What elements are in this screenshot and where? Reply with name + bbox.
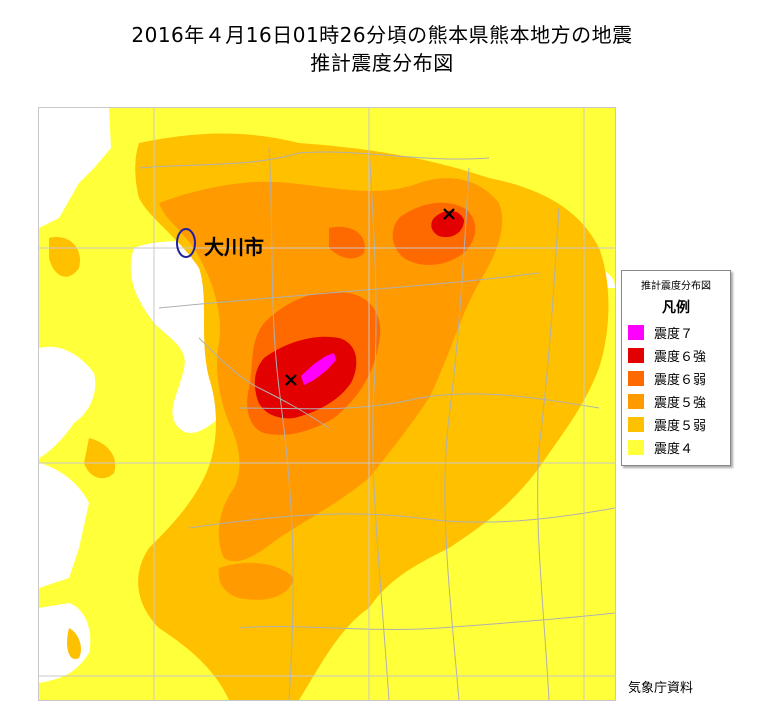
sea-southwest <box>39 603 91 683</box>
legend-item-label: 震度７ <box>654 327 694 342</box>
map-title-line2: 推計震度分布図 <box>310 51 454 75</box>
seismic-intensity-map <box>38 107 616 701</box>
legend-swatch <box>628 394 644 409</box>
okawa-city-label: 大川市 <box>204 235 264 259</box>
sea-west <box>39 346 96 458</box>
legend-item: 震度５弱 <box>628 413 730 436</box>
legend-swatch <box>628 371 644 386</box>
source-credit: 気象庁資料 <box>628 681 694 696</box>
epicenter-cross-kumamoto <box>285 374 297 386</box>
legend-item-label: 震度５弱 <box>654 419 707 434</box>
legend-title: 推計震度分布図 <box>641 281 711 292</box>
grid-lines <box>39 108 615 700</box>
legend-swatch <box>628 348 644 363</box>
legend-swatch <box>628 325 644 340</box>
legend-item-label: 震度６弱 <box>654 373 707 388</box>
sea-amakusa <box>39 463 89 588</box>
okawa-city-ellipse <box>176 228 196 258</box>
legend-item-label: 震度４ <box>654 442 694 457</box>
sea-northwest <box>39 108 111 228</box>
intensity-7-area <box>301 353 336 385</box>
map-title-line1: 2016年４月16日01時26分頃の熊本県熊本地方の地震 <box>131 23 633 47</box>
legend-list: 震度７ 震度６強 震度６弱 震度５強 震度５弱 震度４ <box>628 321 730 459</box>
legend-item: 震度６弱 <box>628 367 730 390</box>
legend-item: 震度４ <box>628 436 730 459</box>
epicenter-cross-aso <box>443 208 455 220</box>
legend-swatch <box>628 440 644 455</box>
legend-swatch <box>628 417 644 432</box>
legend-item: 震度６強 <box>628 344 730 367</box>
map-canvas <box>39 108 615 700</box>
legend-item-label: 震度５強 <box>654 396 707 411</box>
legend-item: 震度５強 <box>628 390 730 413</box>
municipal-boundaries <box>138 147 615 700</box>
legend-heading: 凡例 <box>662 300 690 316</box>
legend-item-label: 震度６強 <box>654 350 707 365</box>
legend-item: 震度７ <box>628 321 730 344</box>
legend: 推計震度分布図 凡例 震度７ 震度６強 震度６弱 震度５強 震度５弱 震度４ <box>621 270 731 466</box>
